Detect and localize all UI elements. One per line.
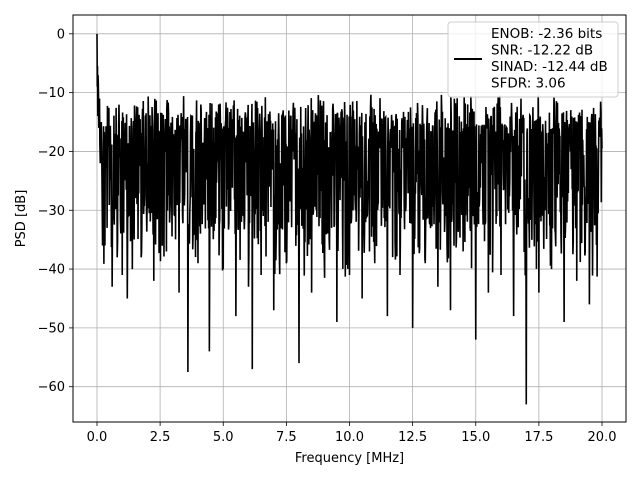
legend-entry-line: SNR: -12.22 dB bbox=[491, 43, 593, 59]
psd-series-line bbox=[96, 33, 603, 405]
legend-entry-line: SINAD: -12.44 dB bbox=[491, 59, 608, 75]
y-tick-label: −10 bbox=[38, 86, 65, 101]
y-tick-label: 0 bbox=[57, 27, 65, 42]
plot-area bbox=[96, 33, 603, 405]
y-tick-label: −30 bbox=[38, 204, 65, 219]
legend-entry-line: ENOB: -2.36 bits bbox=[491, 26, 602, 42]
x-axis-label: Frequency [MHz] bbox=[295, 451, 404, 466]
y-tick-label: −40 bbox=[38, 263, 65, 278]
y-tick-label: −60 bbox=[38, 380, 65, 395]
legend: ENOB: -2.36 bits SNR: -12.22 dB SINAD: -12… bbox=[447, 21, 619, 98]
x-axis: 0.0 2.5 5.0 7.5 10.0 12.5 15.0 17.5 20.0 bbox=[87, 422, 617, 445]
legend-entry-line: SFDR: 3.06 bbox=[491, 76, 566, 92]
x-tick-label: 2.5 bbox=[150, 430, 171, 445]
legend-box bbox=[447, 21, 619, 98]
x-tick-label: 0.0 bbox=[87, 430, 108, 445]
x-tick-label: 5.0 bbox=[213, 430, 234, 445]
y-tick-label: −20 bbox=[38, 145, 65, 160]
y-axis-label: PSD [dB] bbox=[14, 190, 29, 248]
y-axis: 0 −10 −20 −30 −40 −50 −60 bbox=[38, 27, 73, 395]
x-tick-label: 7.5 bbox=[276, 430, 297, 445]
x-tick-label: 15.0 bbox=[461, 430, 490, 445]
x-tick-label: 20.0 bbox=[588, 430, 617, 445]
x-tick-label: 12.5 bbox=[398, 430, 427, 445]
x-tick-label: 10.0 bbox=[335, 430, 364, 445]
y-tick-label: −50 bbox=[38, 321, 65, 336]
x-tick-label: 17.5 bbox=[524, 430, 553, 445]
legend-entry: ENOB: -2.36 bits SNR: -12.22 dB SINAD: -12… bbox=[491, 26, 608, 92]
